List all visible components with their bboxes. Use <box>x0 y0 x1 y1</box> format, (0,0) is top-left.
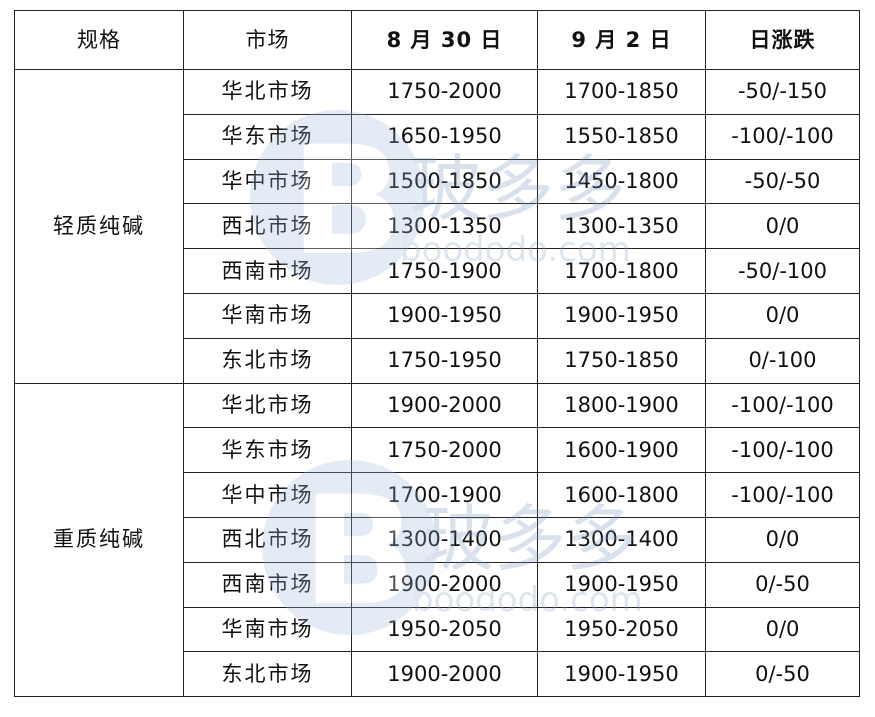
sep2-price-cell: 1550-1850 <box>537 113 706 160</box>
aug30-price-cell: 1300-1400 <box>351 516 538 563</box>
table-row: 西南市场 1750-1900 1700-1800 -50/-100 <box>15 248 860 294</box>
sep2-price-cell: 1900-1950 <box>537 292 706 339</box>
market-cell: 华南市场 <box>183 606 352 653</box>
aug30-price-cell: 1900-2000 <box>351 561 538 608</box>
change-cell: -100/-100 <box>705 382 860 429</box>
header-market: 市场 <box>183 10 352 70</box>
table-row: 华南市场 1900-1950 1900-1950 0/0 <box>15 292 860 339</box>
header-sep2: 9 月 2 日 <box>537 10 706 70</box>
market-cell: 华中市场 <box>183 472 352 518</box>
change-cell: -100/-100 <box>705 113 860 160</box>
sep2-price-cell: 1300-1350 <box>537 203 706 250</box>
change-cell: 0/0 <box>705 203 860 250</box>
header-spec: 规格 <box>14 10 184 70</box>
sep2-price-cell: 1300-1400 <box>537 516 706 563</box>
table-row: 东北市场 1900-2000 1900-1950 0/-50 <box>15 651 860 698</box>
change-cell: 0/-50 <box>705 561 860 608</box>
price-table: 规格 市场 8 月 30 日 9 月 2 日 日涨跌 轻质纯碱 华北市场 1750-… <box>14 10 860 698</box>
market-cell: 西南市场 <box>183 561 352 608</box>
market-cell: 东北市场 <box>183 337 352 384</box>
change-cell: -100/-100 <box>705 427 860 474</box>
aug30-price-cell: 1650-1950 <box>351 113 538 160</box>
change-cell: -100/-100 <box>705 472 860 518</box>
aug30-price-cell: 1900-1950 <box>351 292 538 339</box>
aug30-price-cell: 1750-1950 <box>351 337 538 384</box>
market-cell: 西北市场 <box>183 203 352 250</box>
aug30-price-cell: 1900-2000 <box>351 651 538 698</box>
market-cell: 华东市场 <box>183 113 352 160</box>
market-cell: 东北市场 <box>183 651 352 698</box>
market-cell: 华东市场 <box>183 427 352 474</box>
header-aug30: 8 月 30 日 <box>351 10 538 70</box>
sep2-price-cell: 1900-1950 <box>537 651 706 698</box>
market-cell: 华北市场 <box>183 382 352 429</box>
aug30-price-cell: 1750-2000 <box>351 69 538 115</box>
table-row: 西北市场 1300-1350 1300-1350 0/0 <box>15 203 860 250</box>
aug30-price-cell: 1950-2050 <box>351 606 538 653</box>
table-header-row: 规格 市场 8 月 30 日 9 月 2 日 日涨跌 <box>14 10 860 70</box>
aug30-price-cell: 1900-2000 <box>351 382 538 429</box>
spec-cell: 轻质纯碱 <box>14 69 184 384</box>
sep2-price-cell: 1900-1950 <box>537 561 706 608</box>
change-cell: 0/-50 <box>705 651 860 698</box>
change-cell: -50/-50 <box>705 158 860 205</box>
sep2-price-cell: 1600-1800 <box>537 472 706 518</box>
change-cell: 0/0 <box>705 516 860 563</box>
sep2-price-cell: 1450-1800 <box>537 158 706 205</box>
table-row: 华东市场 1650-1950 1550-1850 -100/-100 <box>15 113 860 160</box>
market-cell: 西北市场 <box>183 516 352 563</box>
aug30-price-cell: 1750-2000 <box>351 427 538 474</box>
aug30-price-cell: 1750-1900 <box>351 248 538 294</box>
table-row: 华中市场 1700-1900 1600-1800 -100/-100 <box>15 472 860 518</box>
sep2-price-cell: 1700-1850 <box>537 69 706 115</box>
table-row: 轻质纯碱 华北市场 1750-2000 1700-1850 -50/-150 <box>14 69 860 384</box>
table-row: 华中市场 1500-1850 1450-1800 -50/-50 <box>15 158 860 205</box>
aug30-price-cell: 1500-1850 <box>351 158 538 205</box>
market-cell: 华北市场 <box>183 69 352 115</box>
change-cell: 0/0 <box>705 606 860 653</box>
change-cell: 0/-100 <box>705 337 860 384</box>
sep2-price-cell: 1800-1900 <box>537 382 706 429</box>
market-cell: 华中市场 <box>183 158 352 205</box>
table-row: 华南市场 1950-2050 1950-2050 0/0 <box>15 606 860 653</box>
sep2-price-cell: 1600-1900 <box>537 427 706 474</box>
aug30-price-cell: 1700-1900 <box>351 472 538 518</box>
market-cell: 西南市场 <box>183 248 352 294</box>
market-cell: 华南市场 <box>183 292 352 339</box>
sep2-price-cell: 1700-1800 <box>537 248 706 294</box>
change-cell: 0/0 <box>705 292 860 339</box>
sep2-price-cell: 1950-2050 <box>537 606 706 653</box>
change-cell: -50/-100 <box>705 248 860 294</box>
change-cell: -50/-150 <box>705 69 860 115</box>
aug30-price-cell: 1300-1350 <box>351 203 538 250</box>
sep2-price-cell: 1750-1850 <box>537 337 706 384</box>
table-row: 东北市场 1750-1950 1750-1850 0/-100 <box>15 337 860 384</box>
header-change: 日涨跌 <box>705 10 860 70</box>
spec-cell: 重质纯碱 <box>14 382 184 698</box>
table-row: 重质纯碱 华北市场 1900-2000 1800-1900 -100/-100 <box>14 382 860 698</box>
table-row: 华东市场 1750-2000 1600-1900 -100/-100 <box>15 427 860 474</box>
